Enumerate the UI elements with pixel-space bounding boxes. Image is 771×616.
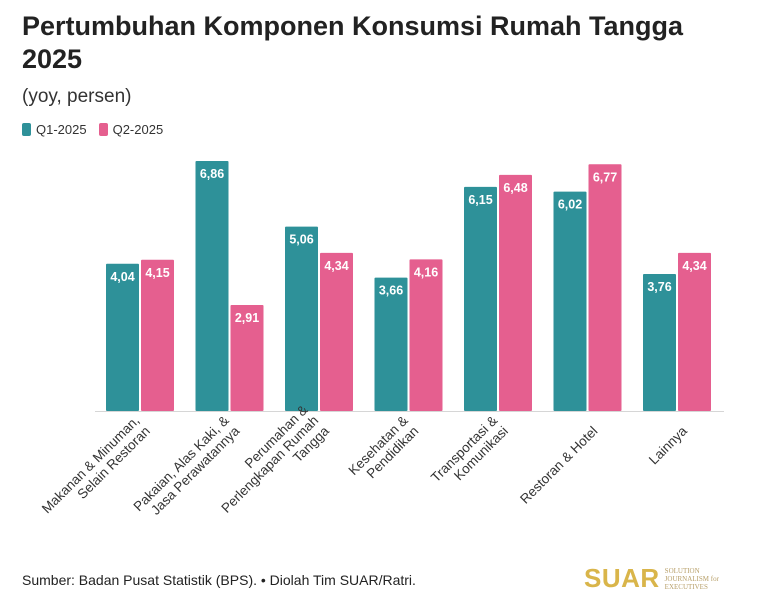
legend-swatch-q2: [98, 123, 108, 136]
data-label-q2-3: 4,16: [414, 265, 438, 279]
data-label-q1-0: 4,04: [110, 270, 134, 284]
data-label-q1-6: 3,76: [647, 280, 671, 294]
bar-q2-1: [230, 304, 264, 411]
data-label-q2-1: 2,91: [235, 311, 259, 325]
bar-q1-2: [285, 226, 318, 411]
bar-q2-3: [409, 259, 443, 411]
data-label-q1-3: 3,66: [379, 284, 403, 298]
data-label-q2-5: 6,77: [593, 170, 617, 184]
category-label-5-line-0: Restoran & Hotel: [517, 423, 600, 506]
category-label-0-line-0: Makanan & Minuman,: [39, 413, 142, 516]
chart-subtitle: (yoy, persen): [22, 86, 132, 107]
bar-q2-6: [678, 252, 711, 411]
logo-tagline: SOLUTION JOURNALISM for EXECUTIVES: [664, 566, 719, 591]
bar-q2-0: [141, 259, 174, 411]
bar-q1-3: [374, 277, 408, 411]
chart-title: Pertumbuhan Komponen Konsumsi Rumah Tang…: [22, 11, 684, 74]
logo-wordmark: SUAR: [584, 563, 660, 593]
bar-q2-4: [499, 174, 532, 411]
data-label-q1-1: 6,86: [200, 167, 224, 181]
legend: Q1-2025 Q2-2025: [22, 122, 163, 137]
bar-q1-6: [643, 273, 676, 411]
data-label-q2-0: 4,15: [145, 266, 169, 280]
bar-q2-5: [588, 164, 622, 411]
legend-label-q1: Q1-2025: [36, 122, 87, 137]
bar-q1-0: [106, 263, 139, 411]
data-label-q1-2: 5,06: [289, 233, 313, 247]
data-label-q2-6: 4,34: [682, 259, 706, 273]
source-note: Sumber: Badan Pusat Statistik (BPS). • D…: [22, 572, 416, 588]
legend-item-q2: Q2-2025: [98, 122, 164, 137]
data-label-q2-4: 6,48: [503, 181, 527, 195]
data-label-q1-4: 6,15: [468, 193, 492, 207]
legend-swatch-q1: [22, 123, 31, 136]
data-label-q2-2: 4,34: [324, 259, 348, 273]
legend-item-q1: Q1-2025: [22, 122, 87, 137]
bar-q1-1: [195, 161, 229, 411]
bar-q1-4: [464, 186, 497, 411]
category-label-6-line-0: Lainnya: [646, 423, 690, 467]
bar-q2-2: [320, 252, 353, 411]
bar-q1-5: [553, 191, 587, 411]
data-label-q1-5: 6,02: [558, 198, 582, 212]
legend-label-q2: Q2-2025: [112, 122, 164, 137]
suar-logo: SUAR SOLUTION JOURNALISM for EXECUTIVES: [584, 563, 745, 594]
